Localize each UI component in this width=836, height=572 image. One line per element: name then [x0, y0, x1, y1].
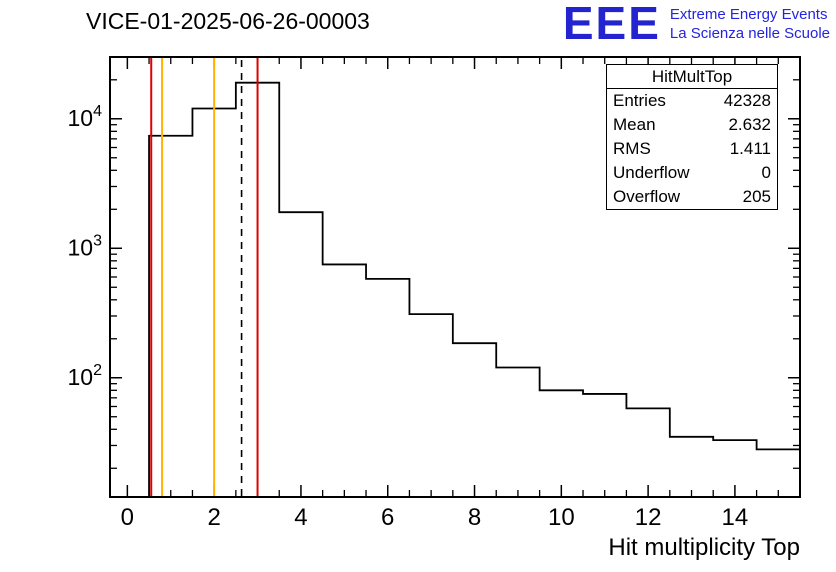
x-tick-label: 8: [468, 504, 481, 531]
stats-row-value: 205: [742, 187, 771, 206]
y-tick-label: 102: [68, 362, 103, 390]
x-axis-title: Hit multiplicity Top: [608, 534, 800, 561]
logo-line-1: Extreme Energy Events: [669, 6, 828, 23]
stats-row-value: 42328: [723, 91, 771, 110]
stats-row: RMS 1.411: [607, 137, 777, 161]
stats-row: Mean 2.632: [607, 113, 777, 137]
x-tick-label: 2: [207, 504, 220, 531]
plot-title: VICE-01-2025-06-26-00003: [86, 8, 370, 34]
eee-logo-text: Extreme Energy Events La Scienza nelle S…: [670, 5, 830, 43]
stats-rows: Entries 42328 Mean 2.632 RMS 1.411 Underflow 0 O…: [607, 89, 777, 209]
histogram-line: [110, 81, 800, 498]
stats-row: Entries 42328: [607, 89, 777, 113]
x-tick-label: 0: [121, 504, 134, 531]
stats-row: Underflow 0: [607, 161, 777, 185]
eee-logo: EEE Extreme Energy Events La Scienza nel…: [562, 0, 830, 49]
x-tick-label: 10: [548, 504, 575, 531]
y-tick-label: 104: [68, 103, 103, 131]
axis-labels: 0 2 4 6 8 10 12 14 102 103 104 Hit multiplicity Top: [68, 103, 801, 561]
stats-row-value: 0: [761, 163, 771, 182]
stats-row: Overflow 205: [607, 185, 777, 209]
stats-row-label: Underflow: [613, 163, 690, 182]
x-tick-label: 4: [294, 504, 307, 531]
stats-row-label: RMS: [613, 139, 651, 158]
logo-line-2: La Scienza nelle Scuole: [669, 25, 830, 42]
stats-row-label: Overflow: [613, 187, 681, 206]
x-tick-label: 12: [635, 504, 662, 531]
plot-frame: [109, 56, 801, 498]
axes: [110, 57, 801, 497]
stats-row-label: Entries: [613, 91, 666, 110]
stats-row-value: 1.411: [729, 139, 771, 158]
stats-box-title: HitMultTop: [607, 65, 777, 89]
x-tick-label: 14: [722, 504, 749, 531]
stats-box: HitMultTop Entries 42328 Mean 2.632 RMS 1.411…: [606, 64, 778, 210]
eee-logo-acronym: EEE: [562, 0, 661, 49]
y-tick-label: 103: [68, 232, 103, 260]
stats-row-value: 2.632: [728, 115, 771, 134]
x-tick-label: 6: [381, 504, 394, 531]
stats-row-label: Mean: [613, 115, 656, 134]
